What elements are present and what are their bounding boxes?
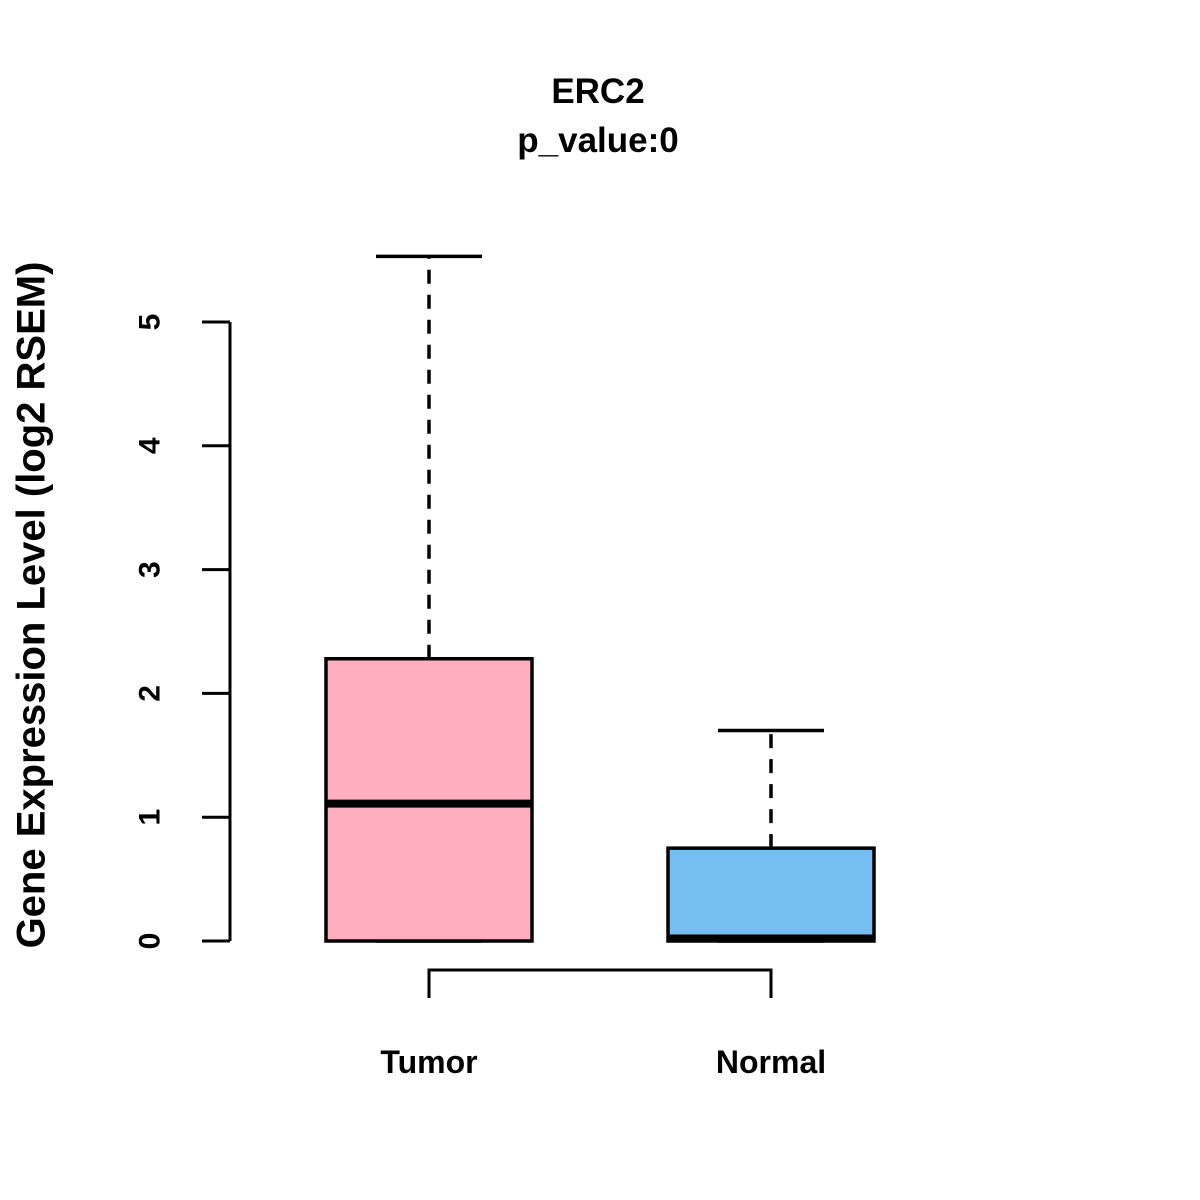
x-category-label-normal: Normal [715, 1044, 827, 1080]
y-tick-label: 3 [134, 561, 167, 578]
y-tick-label: 0 [134, 933, 167, 950]
y-axis-title: Gene Expression Level (log2 RSEM) [9, 261, 54, 949]
y-tick-label: 1 [134, 809, 167, 826]
y-tick-label: 4 [134, 437, 167, 454]
box-normal [666, 846, 876, 943]
chart-subtitle-pvalue: p_value:0 [517, 121, 679, 160]
comparison-bracket [427, 968, 773, 998]
y-tick-label: 5 [134, 314, 167, 331]
chart-title: ERC2 [551, 72, 645, 111]
x-category-label-tumor: Tumor [380, 1044, 478, 1080]
y-tick-label: 2 [134, 685, 167, 702]
